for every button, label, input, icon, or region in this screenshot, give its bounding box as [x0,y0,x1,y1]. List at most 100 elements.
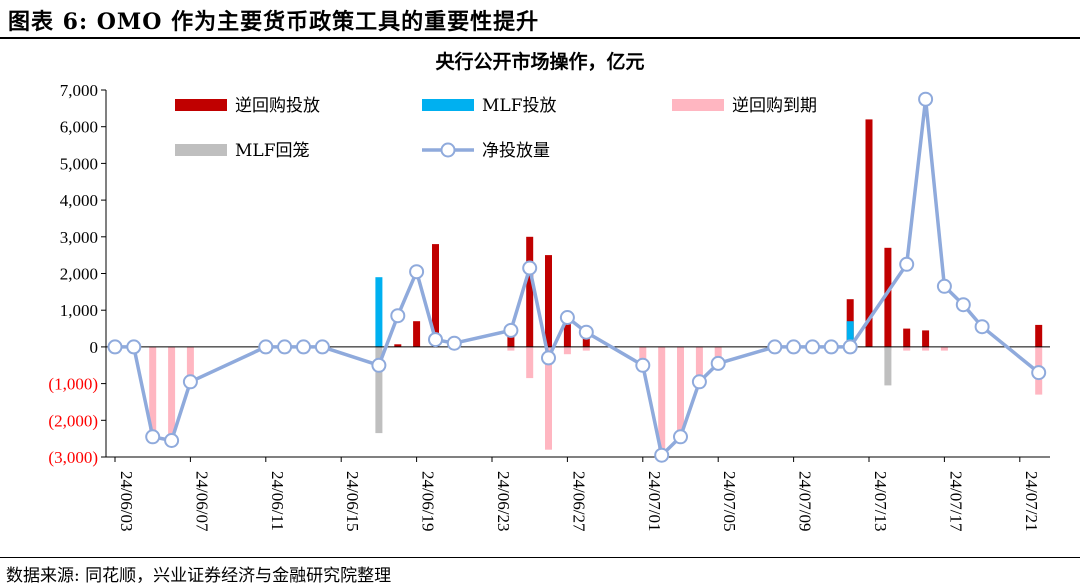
net-injection-point-28 [842,339,858,355]
bar-reverse-repo-maturity-2 [186,346,194,384]
y-tick-label-10: (3,000) [48,448,98,467]
chart-axes: 7,000 6,000 5,000 4,000 3,000 2,000 1,000 0 (1,0… [48,81,1050,532]
net-injection-point-19 [635,357,651,373]
bar-reverse-repo-maturity-12 [714,346,722,364]
legend-label-mlf-injection: MLF投放 [482,96,557,116]
source-divider [0,557,1080,558]
y-tick-label-6: 1,000 [60,301,98,320]
net-injection-point-10 [390,308,406,324]
net-injection-point-12 [428,332,443,348]
net-injection-point-25 [786,339,802,355]
net-injection-point-1 [126,339,142,355]
net-injection-point-32 [955,297,971,313]
net-injection-point-17 [559,310,575,325]
y-tick-label-3: 4,000 [60,191,98,210]
net-injection-point-31 [936,278,952,294]
bar-reverse-repo-maturity-7 [582,346,590,351]
x-tick-label-11: 24/07/17 [946,471,965,532]
net-injection-line-group [107,91,1047,463]
bar-mlf-maturity-0 [375,346,383,434]
x-tick-label-9: 24/07/09 [796,471,815,531]
x-tick-label-1: 24/06/07 [192,471,211,532]
bar-mlf-injection-0 [375,277,383,347]
bar-reverse-repo-injection-13 [884,247,892,347]
x-tick-label-0: 24/06/03 [117,471,136,531]
net-injection-point-22 [691,374,707,390]
net-injection-point-6 [277,339,293,355]
bar-reverse-repo-maturity-6 [563,346,571,355]
bar-reverse-repo-injection-17 [1035,324,1043,347]
legend-swatch-marker-net-injection-line [440,142,456,158]
net-injection-point-9 [371,357,387,373]
y-tick-label-8: (1,000) [48,375,98,394]
net-injection-point-18 [578,324,594,340]
bar-reverse-repo-injection-14 [903,328,911,347]
bar-reverse-repo-injection-15 [922,330,930,347]
net-injection-point-7 [296,339,311,355]
x-tick-label-2: 24/06/11 [268,471,287,531]
bar-reverse-repo-maturity-16 [940,346,948,351]
y-tick-label-4: 3,000 [60,228,98,247]
net-injection-point-30 [918,91,934,107]
bar-series-group [149,119,1043,454]
bar-reverse-repo-maturity-15 [922,346,930,351]
x-tick-label-4: 24/06/19 [419,471,438,531]
bar-reverse-repo-maturity-4 [526,346,534,379]
bar-reverse-repo-maturity-10 [677,346,684,439]
net-injection-point-3 [164,433,180,448]
open-market-operations-chart: 央行公开市场操作，亿元 逆回购投放 MLF投放 逆回购到期 MLF回笼 净投放量 7,0… [48,50,1050,532]
bar-mlf-injection-2 [846,321,854,347]
bar-reverse-repo-maturity-11 [695,346,703,384]
bar-reverse-repo-injection-6 [563,321,571,347]
net-injection-point-26 [805,339,820,355]
net-injection-point-11 [409,264,425,280]
legend-swatch-reverse-repo-maturity [672,99,724,111]
x-tick-label-5: 24/06/23 [494,471,513,531]
bar-reverse-repo-maturity-14 [903,346,911,351]
net-injection-point-29 [899,256,915,272]
legend-label-reverse-repo-maturity: 逆回购到期 [732,96,817,116]
net-injection-point-5 [258,339,274,355]
net-injection-point-20 [654,447,670,463]
x-tick-label-6: 24/06/27 [569,471,588,532]
y-tick-label-9: (2,000) [48,411,98,430]
x-tick-label-8: 24/07/05 [720,471,739,531]
source-note: 数据来源: 同花顺，兴业证券经济与金融研究院整理 [6,566,392,586]
bar-reverse-repo-injection-1 [413,321,421,347]
x-tick-label-12: 24/07/21 [1022,471,1041,531]
legend-label-mlf-maturity: MLF回笼 [235,141,310,161]
net-injection-point-4 [182,374,198,390]
bar-reverse-repo-injection-5 [545,255,552,347]
x-tick-label-3: 24/06/15 [343,471,362,531]
net-injection-point-14 [503,322,519,338]
figure-title: 图表 6: OMO 作为主要货币政策工具的重要性提升 [8,9,540,35]
legend-swatch-reverse-repo-injection [175,99,227,111]
bar-reverse-repo-injection-12 [865,119,873,347]
title-divider [0,37,1080,39]
bar-reverse-repo-maturity-5 [545,346,552,450]
net-injection-point-33 [974,319,990,335]
bar-reverse-repo-maturity-0 [149,346,157,435]
chart-legend: 逆回购投放 MLF投放 逆回购到期 MLF回笼 净投放量 [175,96,817,161]
y-tick-label-2: 5,000 [60,154,98,173]
net-injection-point-0 [107,339,123,355]
bar-reverse-repo-injection-2 [432,244,439,347]
net-injection-point-8 [314,339,330,355]
x-tick-label-10: 24/07/13 [871,471,890,531]
net-injection-point-13 [446,335,462,351]
net-injection-point-16 [541,350,556,366]
y-tick-label-1: 6,000 [60,118,98,137]
bar-reverse-repo-injection-0 [394,344,402,347]
net-injection-point-21 [673,429,688,445]
bar-reverse-repo-maturity-1 [168,346,176,439]
y-tick-label-0: 7,000 [60,81,98,100]
bar-reverse-repo-maturity-3 [507,346,515,351]
net-injection-point-24 [767,339,783,355]
bar-reverse-repo-injection-4 [526,236,534,347]
x-tick-label-7: 24/07/01 [645,471,664,531]
bar-reverse-repo-maturity-8 [639,346,647,364]
net-injection-point-23 [710,355,726,371]
legend-swatch-mlf-maturity [175,144,227,156]
legend-swatch-mlf-injection [422,99,474,111]
legend-label-reverse-repo-injection: 逆回购投放 [235,96,320,116]
